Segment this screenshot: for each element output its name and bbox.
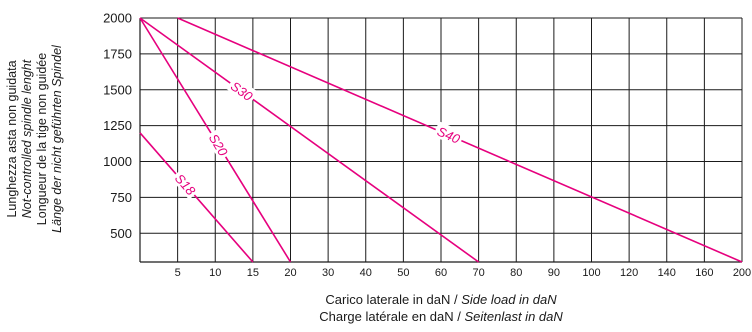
y-tick-label: 1250 xyxy=(103,118,132,133)
x-tick-label: 200 xyxy=(733,267,751,279)
x-tick-label: 80 xyxy=(510,267,522,279)
x-tick-label: 50 xyxy=(397,267,409,279)
x-tick-label: 140 xyxy=(658,267,676,279)
series-line-s30 xyxy=(139,17,480,263)
y-axis-label-fr: Longueur de la tige non guidée xyxy=(35,52,49,226)
y-tick-label: 2000 xyxy=(103,11,132,26)
grid-lines xyxy=(139,17,743,263)
y-tick-label: 1500 xyxy=(103,82,132,97)
x-tick-label: 15 xyxy=(247,267,259,279)
x-tick-label: 30 xyxy=(322,267,334,279)
y-axis-label-de: Länge der nicht geführten Spindel xyxy=(50,45,64,233)
series-label-bg xyxy=(204,128,234,161)
x-axis-label-line2: Charge latérale en daN / Seitenlast in d… xyxy=(319,309,563,324)
x-tick-label: 60 xyxy=(435,267,447,279)
x-tick-label: 100 xyxy=(582,267,600,279)
x-tick-label: 40 xyxy=(360,267,372,279)
x-tick-label: 5 xyxy=(175,267,181,279)
series-label-bg xyxy=(170,168,202,200)
x-tick-label: 10 xyxy=(209,267,221,279)
series-label-bg xyxy=(432,121,465,148)
x-tick-label: 20 xyxy=(284,267,296,279)
y-tick-label: 750 xyxy=(110,190,132,205)
x-tick-label: 90 xyxy=(548,267,560,279)
tick-labels: 5 10 15 20 30 40 50 60 70 80 90 100 120 140 160 200 500 7… xyxy=(103,11,751,280)
x-tick-label: 160 xyxy=(695,267,713,279)
y-axis-label-en: Not-controlled spindle lenght xyxy=(20,59,34,219)
x-axis-label-line1: Carico laterale in daN / Side load in da… xyxy=(325,292,557,307)
y-tick-label: 1750 xyxy=(103,46,132,61)
y-tick-label: 1000 xyxy=(103,154,132,169)
x-tick-label: 70 xyxy=(473,267,485,279)
x-tick-label: 120 xyxy=(620,267,638,279)
series-label-bg xyxy=(226,75,259,106)
y-axis-label-it: Lunghezza asta non guidata xyxy=(5,60,19,218)
series-line-s18 xyxy=(139,132,254,263)
y-tick-label: 500 xyxy=(110,226,132,241)
